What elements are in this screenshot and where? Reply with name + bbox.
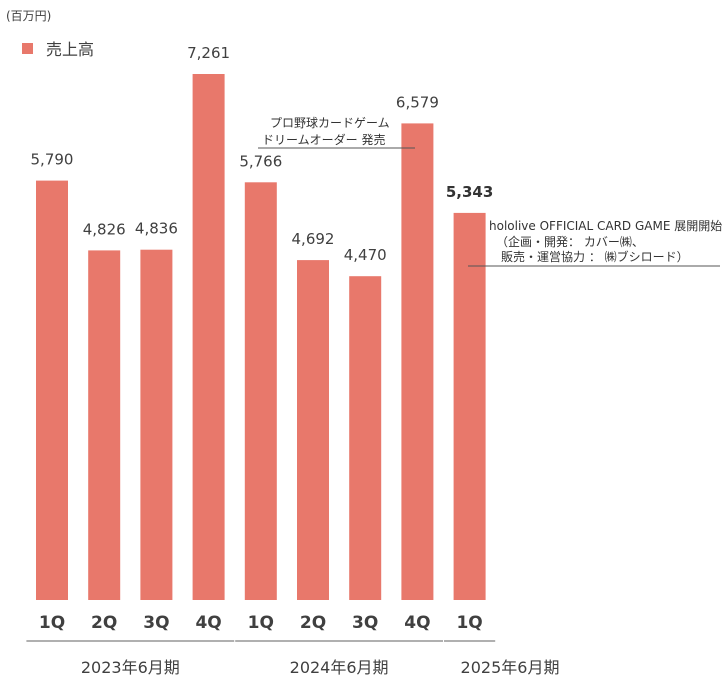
- annotation-line: ドリームオーダー 発売: [262, 132, 385, 147]
- annotation-line: 販売・運営協力 ： ㈱ブシロード）: [501, 249, 689, 264]
- quarter-tick-label: 2Q: [91, 613, 117, 633]
- value-label: 5,343: [446, 183, 493, 201]
- period-label: 2025年6月期: [461, 658, 560, 677]
- quarter-tick-label: 3Q: [352, 613, 378, 633]
- value-label: 4,692: [292, 230, 335, 248]
- value-label: 7,261: [187, 44, 230, 62]
- value-label: 5,766: [239, 152, 282, 170]
- value-label: 5,790: [31, 151, 74, 169]
- bar: [453, 212, 486, 600]
- quarter-tick-label: 1Q: [456, 613, 482, 633]
- legend-swatch: [22, 43, 33, 54]
- value-label: 4,836: [135, 220, 178, 238]
- period-axis: 2023年6月期 2024年6月期 2025年6月期: [26, 640, 560, 677]
- bar: [401, 123, 434, 601]
- quarter-tick-label: 1Q: [248, 613, 274, 633]
- quarter-tick-label: 3Q: [143, 613, 169, 633]
- quarter-tick-label: 4Q: [404, 613, 430, 633]
- value-label: 4,470: [344, 246, 387, 264]
- bar: [88, 250, 121, 600]
- unit-label: (百万円): [6, 9, 51, 23]
- quarter-tick-label: 1Q: [39, 613, 65, 633]
- annotation-line: （企画・開発： カバー㈱、: [496, 234, 644, 249]
- value-labels: 5,790 4,826 4,836 7,261 5,766 4,692 4,470 6,579…: [31, 44, 494, 264]
- bar: [36, 180, 68, 600]
- annotation-dream-order: プロ野球カードゲーム ドリームオーダー 発売: [258, 116, 415, 149]
- quarter-tick-label: 2Q: [300, 613, 326, 633]
- value-label: 6,579: [396, 93, 439, 111]
- legend: 売上高: [22, 40, 94, 59]
- period-label: 2024年6月期: [290, 658, 389, 677]
- bar: [349, 276, 382, 600]
- value-label: 4,826: [83, 220, 126, 238]
- bar: [244, 182, 277, 601]
- annotation-line: プロ野球カードゲーム: [270, 116, 390, 130]
- bar: [140, 249, 173, 600]
- quarter-ticks: 1Q 2Q 3Q 4Q 1Q 2Q 3Q 4Q 1Q: [39, 613, 483, 633]
- annotation-hololive: hololive OFFICIAL CARD GAME 展開開始 （企画・開発：…: [468, 219, 722, 267]
- annotation-line: hololive OFFICIAL CARD GAME 展開開始: [489, 219, 722, 233]
- bars: [36, 74, 486, 601]
- legend-label: 売上高: [46, 40, 94, 59]
- bar: [192, 74, 225, 600]
- period-label: 2023年6月期: [81, 658, 180, 677]
- bar: [297, 260, 329, 600]
- quarter-tick-label: 4Q: [195, 613, 221, 633]
